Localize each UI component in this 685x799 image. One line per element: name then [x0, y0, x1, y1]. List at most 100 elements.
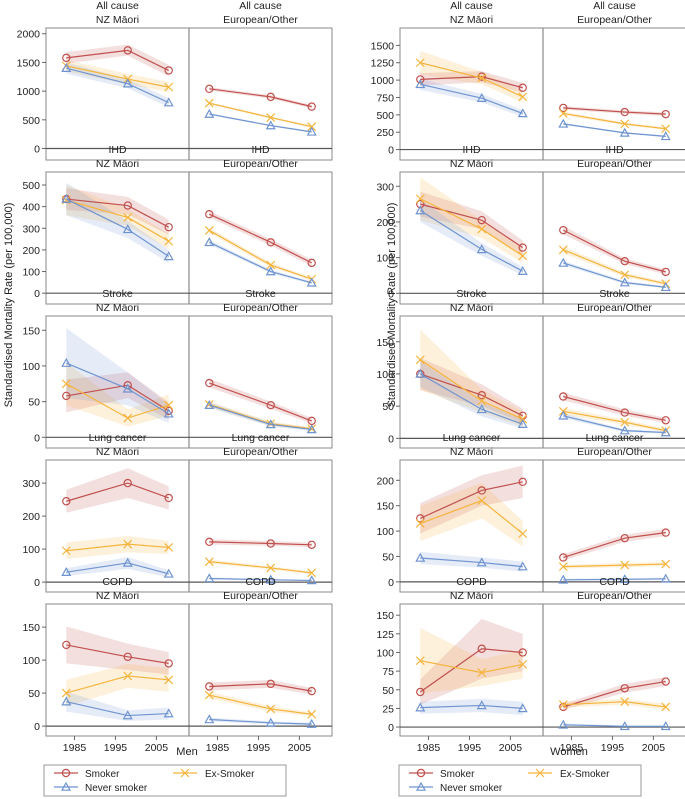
panel-nz-m-ori: IHD NZ Māori — [46, 144, 189, 294]
point-never-smoker — [122, 557, 133, 567]
x-tick-label: 1985 — [206, 742, 230, 754]
women-stroke-row: 0 50 100 150 Stroke NZ Māori Stroke European/Ot… — [376, 288, 685, 449]
point-never-smoker — [265, 574, 276, 584]
point-ex-smoker — [164, 675, 174, 685]
point-never-smoker — [415, 552, 426, 562]
x-axis-label-men: Men — [176, 746, 197, 758]
legend-marker — [535, 768, 545, 778]
point-smoker — [307, 258, 316, 268]
panel-cause-title: Stroke — [599, 288, 630, 300]
point-smoker — [620, 533, 629, 543]
point-smoker — [477, 215, 486, 225]
point-smoker — [518, 83, 527, 92]
panel-nz-m-ori: All cause NZ Māori — [400, 0, 543, 151]
x-tick-label: 2005 — [288, 742, 312, 754]
panel-group-title: NZ Māori — [450, 158, 493, 170]
y-tick-label: 100 — [22, 361, 40, 373]
point-never-smoker — [415, 368, 426, 378]
legend-label-ex-smoker: Ex-Smoker — [205, 769, 255, 780]
point-smoker — [205, 537, 214, 547]
panel-group-title: European/Other — [577, 302, 652, 314]
point-smoker — [416, 514, 425, 523]
panel-nz-m-ori: Stroke NZ Māori — [400, 288, 543, 439]
ci-band-ex-smoker — [66, 664, 169, 707]
point-never-smoker — [163, 708, 174, 718]
point-never-smoker — [619, 721, 630, 731]
ci-band-never-smoker — [66, 328, 169, 424]
point-smoker — [123, 46, 132, 55]
y-axis-label-men: Standardised Mortality Rate (per 100,000… — [3, 203, 15, 408]
point-ex-smoker — [204, 98, 214, 108]
ci-band-never-smoker — [66, 182, 169, 263]
point-smoker — [123, 478, 132, 488]
point-ex-smoker — [307, 709, 317, 719]
y-tick-label: 1000 — [17, 86, 41, 98]
y-tick-label: 50 — [28, 397, 40, 409]
point-never-smoker — [61, 62, 72, 72]
point-smoker — [559, 702, 568, 712]
point-ex-smoker — [266, 563, 276, 573]
point-smoker — [559, 225, 568, 235]
panel-group-title: NZ Māori — [96, 302, 139, 314]
y-tick-label: 50 — [382, 685, 394, 697]
y-tick-label: 250 — [376, 127, 394, 139]
ci-band-ex-smoker — [420, 482, 523, 547]
point-never-smoker — [619, 277, 630, 287]
panel-group-title: NZ Māori — [450, 590, 493, 602]
men-ihd-row: 0 100 200 300 400 500 IHD NZ Māori IHD European/O… — [22, 144, 333, 305]
y-tick-label: 100 — [376, 526, 394, 538]
point-ex-smoker — [518, 659, 528, 669]
y-axis-label-women: Standardised Mortality Rate (per 100,000… — [386, 203, 398, 408]
point-smoker — [559, 392, 568, 401]
point-ex-smoker — [558, 562, 568, 572]
y-tick-label: 0 — [34, 144, 40, 156]
panel-european-other: All cause European/Other — [189, 0, 332, 150]
point-never-smoker — [660, 721, 671, 731]
series-line-never-smoker — [66, 701, 169, 717]
point-never-smoker — [476, 92, 487, 102]
panel-group-title: European/Other — [223, 446, 298, 458]
panel-european-other: All cause European/Other — [543, 0, 685, 151]
y-tick-label: 400 — [22, 202, 40, 214]
series-line-never-smoker — [209, 113, 312, 133]
point-smoker — [518, 477, 527, 487]
point-never-smoker — [122, 78, 133, 88]
point-ex-smoker — [661, 559, 671, 569]
panel-cause-title: Lung cancer — [232, 432, 290, 444]
ci-band-smoker — [66, 372, 169, 420]
point-smoker — [661, 267, 670, 277]
legend-women: Smoker Ex-Smoker Never smoker — [398, 764, 642, 797]
x-axis-label-women: Women — [550, 746, 588, 758]
series-line-never-smoker — [563, 262, 666, 288]
legend-swatch-never-smoker — [409, 781, 433, 791]
panel-group-title: NZ Māori — [450, 446, 493, 458]
point-never-smoker — [558, 257, 569, 267]
y-tick-label: 100 — [22, 655, 40, 667]
panel-group-title: NZ Māori — [96, 590, 139, 602]
point-smoker — [205, 682, 214, 691]
panel-cause-title: COPD — [245, 576, 276, 588]
ci-band-smoker — [420, 465, 523, 534]
point-ex-smoker — [164, 82, 174, 92]
y-tick-label: 0 — [34, 721, 40, 733]
panel-group-title: European/Other — [223, 590, 298, 602]
point-never-smoker — [306, 575, 317, 585]
panel-cause-title: IHD — [108, 144, 127, 156]
y-tick-label: 150 — [376, 337, 394, 349]
legend-marker — [416, 768, 426, 778]
point-never-smoker — [163, 251, 174, 261]
point-ex-smoker — [123, 413, 133, 423]
ci-band-never-smoker — [420, 78, 523, 117]
legend-label-ex-smoker: Ex-Smoker — [560, 769, 610, 780]
x-tick-label: 1995 — [601, 742, 625, 754]
series-line-never-smoker — [563, 415, 666, 434]
ci-band-ex-smoker — [209, 691, 312, 717]
point-smoker — [164, 222, 173, 232]
ci-band-smoker — [66, 626, 169, 675]
point-smoker — [559, 553, 568, 562]
point-ex-smoker — [415, 194, 425, 204]
ci-band-never-smoker — [66, 691, 169, 721]
panel-cause-title: Lung cancer — [443, 432, 501, 444]
point-never-smoker — [558, 719, 569, 729]
legend-marker — [61, 768, 71, 778]
